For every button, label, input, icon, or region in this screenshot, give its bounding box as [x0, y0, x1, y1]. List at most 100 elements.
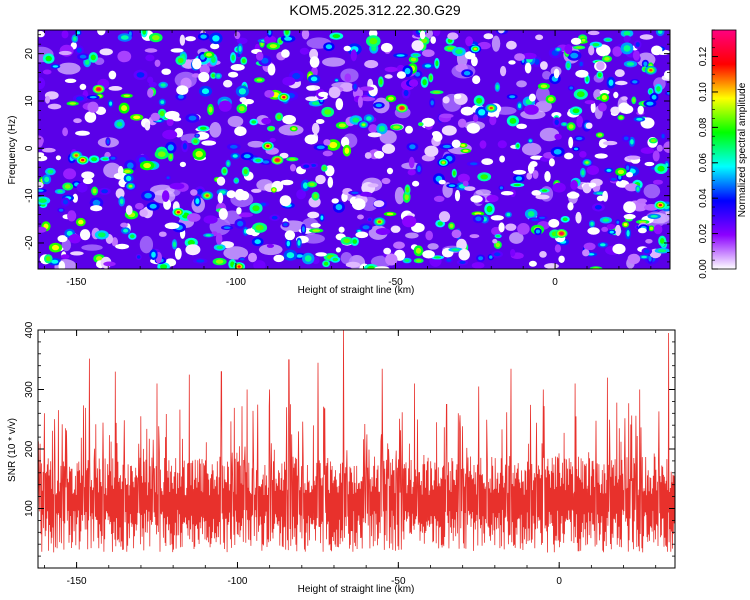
spectrogram-blob-core	[63, 199, 68, 205]
spectrogram-blob-core	[252, 205, 260, 212]
spectrogram-blob-core	[506, 212, 511, 217]
spectrogram-blob-core	[404, 67, 411, 75]
spectrogram-blob-core	[495, 242, 500, 248]
spectrogram-blob	[390, 225, 401, 233]
spectrogram-blob	[386, 167, 394, 175]
spectrogram-blob-core	[97, 232, 106, 238]
spectrogram-blob-core	[463, 71, 471, 76]
spectrogram-blob	[191, 73, 201, 78]
spectrogram-blob-core	[335, 204, 343, 211]
spectrogram-blob-core	[362, 225, 370, 230]
spectrogram-blob-core	[547, 96, 554, 102]
spectrogram-blob	[514, 53, 526, 61]
spectrogram-blob	[598, 102, 607, 112]
spectrogram-blob	[566, 191, 580, 199]
spectrogram-blob-core	[230, 144, 238, 149]
spectrogram-blob-core	[237, 220, 244, 227]
spectrogram-blob-core	[312, 101, 320, 105]
spectrogram-blob	[570, 180, 578, 190]
spectrogram-blob	[454, 189, 461, 202]
spectrogram-blob-core	[656, 86, 661, 92]
spectrogram-blob	[79, 229, 91, 241]
spectrogram-blob	[457, 118, 467, 128]
spectrogram-blob-core	[590, 221, 594, 226]
spectrogram-blob	[170, 48, 184, 53]
spectrogram-low-patch	[516, 80, 527, 88]
spectrogram-blob	[82, 177, 94, 185]
spectrogram-blob-core	[597, 133, 603, 137]
spectrogram-blob	[311, 122, 320, 135]
spectrogram-blob-core	[495, 84, 499, 90]
spectrogram-blob	[192, 58, 202, 70]
spectrogram-blob	[226, 190, 236, 199]
spectrogram-blob	[340, 82, 354, 92]
spectrogram-blob	[367, 132, 382, 138]
spectrogram-low-patch	[223, 246, 249, 260]
spectrogram-blob	[637, 105, 644, 115]
spectrogram-blob	[618, 102, 630, 113]
spectrogram-blob	[451, 139, 461, 148]
spectrogram-blob-core	[123, 94, 131, 98]
spectrogram-blob	[464, 186, 476, 192]
spectrogram-blob-core	[446, 258, 452, 262]
spectrogram-blob	[97, 30, 106, 36]
spectrogram-blob-core	[269, 44, 277, 49]
spectrogram-blob	[554, 244, 562, 253]
spectrogram-blob	[282, 76, 296, 86]
spectrogram-blob	[632, 201, 648, 212]
spectrogram-blob	[651, 45, 663, 56]
spectrogram-blob-core	[575, 46, 583, 49]
spectrogram-blob	[55, 155, 62, 161]
spectrogram-blob-core	[535, 229, 541, 234]
spectrogram-blob	[351, 198, 366, 211]
spectrogram-blob	[147, 76, 154, 84]
spectrogram-blob-core	[449, 223, 454, 228]
spectrogram-blob	[623, 35, 631, 43]
spectrogram-blob	[438, 211, 451, 223]
spectrogram-blob	[290, 164, 296, 172]
spectrogram-blob-core	[302, 182, 308, 189]
spectrogram-blob-core	[226, 161, 230, 166]
spectrogram-blob-core	[125, 175, 132, 181]
spectrogram-blob	[245, 228, 256, 235]
spectrogram-blob-core	[623, 222, 628, 227]
spectrogram-blob	[396, 71, 406, 79]
spectrogram-blob-core	[509, 95, 516, 99]
spectrogram-blob	[564, 152, 574, 160]
spectrogram-blob-core	[452, 170, 456, 176]
spectrogram-blob	[472, 75, 481, 85]
spectrogram-blob-core	[332, 34, 341, 39]
spectrogram-blob	[613, 91, 619, 99]
spectrogram-blob-core	[576, 136, 583, 141]
spectrogram-blob-core	[478, 256, 484, 261]
spectrogram-blob-core	[182, 143, 187, 150]
spectrogram-blob	[479, 140, 487, 149]
spectrogram-hotspot	[282, 96, 286, 99]
spectrogram-blob-core	[196, 259, 205, 263]
spectrogram-blob-core	[528, 139, 532, 143]
spectrogram-blob	[499, 155, 505, 163]
spectrogram-blob	[458, 249, 470, 261]
spectrogram-blob-core	[271, 215, 278, 220]
spectrogram-blob-core	[76, 31, 80, 35]
spectrogram-blob-core	[643, 249, 650, 254]
spectrogram-blob-core	[133, 115, 141, 120]
spectrogram-blob	[84, 111, 97, 123]
spectrogram-blob	[345, 261, 361, 268]
spectrogram-blob	[664, 70, 670, 79]
spectrogram-blob	[621, 96, 628, 101]
spectrogram-blob	[174, 247, 182, 260]
spectrogram-blob-core	[648, 255, 652, 262]
spectrogram-blob	[135, 202, 144, 210]
spectrogram-blob-core	[410, 57, 417, 62]
spectrogram-blob	[528, 93, 536, 102]
spectrogram-blob	[374, 266, 390, 269]
spectrogram-blob-core	[169, 154, 173, 160]
spectrogram-blob	[644, 161, 655, 167]
spectrogram-blob	[492, 238, 498, 244]
spectrogram-blob	[179, 161, 186, 168]
spectrogram-blob	[529, 161, 538, 168]
y-tick-label: 10	[24, 95, 35, 107]
spectrogram-blob-core	[283, 222, 288, 227]
spectrogram-blob-core	[91, 157, 98, 162]
